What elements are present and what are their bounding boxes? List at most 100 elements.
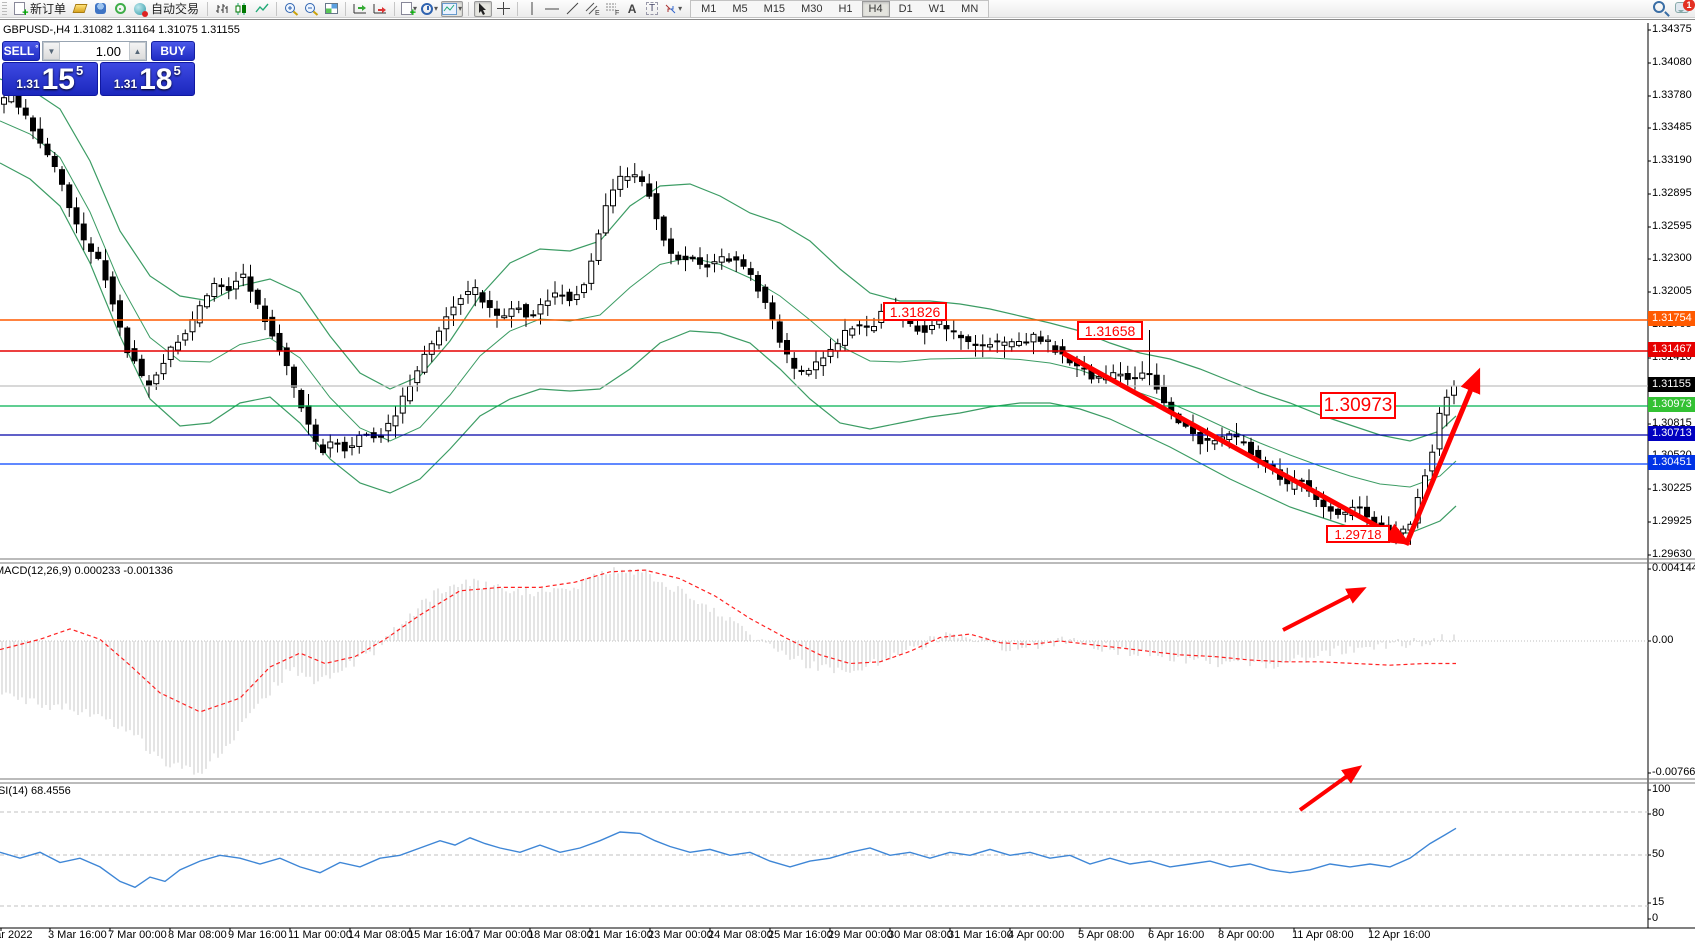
bar-chart-button[interactable] [213,1,231,17]
notifications-icon[interactable]: 1 [1675,0,1695,13]
volume-decrease-button[interactable]: ▼ [43,42,60,60]
auto-scroll-icon [373,3,387,13]
timeframe-m30[interactable]: M30 [801,2,823,15]
svg-text:F: F [615,10,619,15]
rsi-up-arrow[interactable] [1298,765,1363,812]
fibonacci-button[interactable]: F [603,1,621,17]
main-toolbar: + 新订单 自动交易 + ▾ ▾ ▾ [0,0,1695,19]
macd-tick-0.00: 0.00 [1652,634,1674,646]
price-tick-1.33485: 1.33485 [1652,121,1692,133]
bid-prefix: 1.31 [16,77,40,91]
macd-up-arrow[interactable] [1282,587,1367,632]
vertical-line-button[interactable] [523,1,541,17]
trendline-icon [566,2,578,15]
auto-scroll-button[interactable] [371,1,389,17]
volume-increase-button[interactable]: ▲ [129,42,146,60]
zoom-out-icon [304,2,318,16]
timeframe-m5[interactable]: M5 [732,2,748,15]
add-indicator-button[interactable]: + ▾ [400,1,418,19]
new-order-icon: + [13,2,29,19]
time-label: 12 Apr 16:00 [1368,929,1431,941]
chart-window[interactable]: GBPUSD-,H4 1.31082 1.31164 1.31075 1.311… [0,19,1695,943]
macd-signal-line [0,569,1456,713]
horizontal-line-button[interactable] [543,1,561,17]
arrows-icon [665,4,676,13]
timeframe-w1[interactable]: W1 [928,2,946,15]
zoom-in-button[interactable] [282,1,300,17]
price-badge-1.30713: 1.30713 [1648,426,1695,441]
candlestick-button[interactable] [233,1,251,17]
cursor-button[interactable] [474,0,493,17]
ask-price-box[interactable]: 1.31 18 5 [99,62,195,96]
rsi-line [0,827,1457,889]
crosshair-button[interactable] [494,1,512,17]
text-button[interactable]: A [623,1,641,17]
ask-prefix: 1.31 [113,77,138,91]
tile-windows-button[interactable] [322,1,340,17]
new-order-label[interactable]: 新订单 [30,2,67,16]
time-label: 24 Mar 08:00 [708,929,773,941]
equidistant-channel-button[interactable]: E [583,1,601,17]
auto-trading-button[interactable] [131,1,149,17]
reversal-up-arrow[interactable] [1403,367,1481,546]
zoom-out-button[interactable] [302,1,320,17]
templates-button[interactable]: ▾ [441,0,464,17]
buy-button[interactable]: BUY [151,41,195,61]
signals-icon [114,3,126,14]
timeframe-d1[interactable]: D1 [898,2,913,15]
time-label: 5 Apr 08:00 [1078,929,1135,941]
periods-button[interactable]: ▾ [420,1,439,17]
line-chart-button[interactable] [253,1,271,17]
search-icon[interactable] [1653,1,1665,13]
macd-tick-0.004144: 0.004144 [1652,562,1695,574]
sell-button[interactable]: SELL ° [2,41,40,61]
price-annotation[interactable]: 1.29718 [1326,525,1390,543]
data-window-button[interactable] [91,1,109,17]
timeframe-mn[interactable]: MN [961,2,979,15]
price-tick-1.32300: 1.32300 [1652,252,1692,264]
timeframe-h1[interactable]: H1 [838,2,853,15]
volume-spinner: ▼ 1.00 ▲ [42,41,147,61]
time-label: 29 Mar 00:00 [828,929,893,941]
toolbar-grip[interactable] [2,1,7,16]
ask-pipette: 5 [173,63,181,78]
price-annotation[interactable]: 1.30973 [1320,392,1396,419]
price-tick-1.34375: 1.34375 [1652,23,1692,35]
line-chart-icon [255,3,269,12]
price-badge-1.31155: 1.31155 [1648,377,1695,392]
price-tick-1.29630: 1.29630 [1652,548,1692,560]
text-label-button[interactable]: T [643,1,661,17]
rsi-tick-100: 100 [1652,783,1671,795]
tile-windows-icon [324,3,338,14]
equidistant-channel-icon: E [585,2,600,15]
timeframe-h4[interactable]: H4 [861,0,890,17]
signals-button[interactable] [111,1,129,17]
market-watch-button[interactable] [71,1,89,17]
price-tick-1.33190: 1.33190 [1652,154,1692,166]
horizontal-line-icon [545,8,560,9]
chart-title: GBPUSD-,H4 1.31082 1.31164 1.31075 1.311… [3,24,240,36]
arrows-button[interactable]: ▾ [663,1,683,17]
timeframe-m15[interactable]: M15 [763,2,786,15]
rsi-tick-80: 80 [1652,807,1665,819]
price-annotation[interactable]: 1.31826 [883,302,947,321]
trendline-button[interactable] [563,1,581,17]
bid-price-box[interactable]: 1.31 15 5 [2,62,98,96]
price-pane[interactable] [0,78,1457,545]
price-tick-1.32595: 1.32595 [1652,220,1692,232]
time-label: 6 Apr 16:00 [1148,929,1205,941]
svg-text:E: E [595,10,600,15]
periods-icon [421,2,434,15]
price-tick-1.30225: 1.30225 [1652,482,1692,494]
timeframe-m1[interactable]: M1 [701,2,717,15]
downtrend-arrow[interactable] [1061,350,1412,545]
new-order-button[interactable]: + [10,1,29,19]
chart-shift-button[interactable] [351,1,369,17]
price-annotation[interactable]: 1.31658 [1077,321,1143,340]
auto-trading-label[interactable]: 自动交易 [151,2,200,16]
macd-tick--0.007664: -0.007664 [1652,766,1695,778]
chart-canvas[interactable] [0,20,1695,943]
volume-input[interactable]: 1.00 [95,43,121,59]
time-label: 8 Mar 08:00 [168,929,227,941]
time-label: 15 Mar 16:00 [408,929,473,941]
